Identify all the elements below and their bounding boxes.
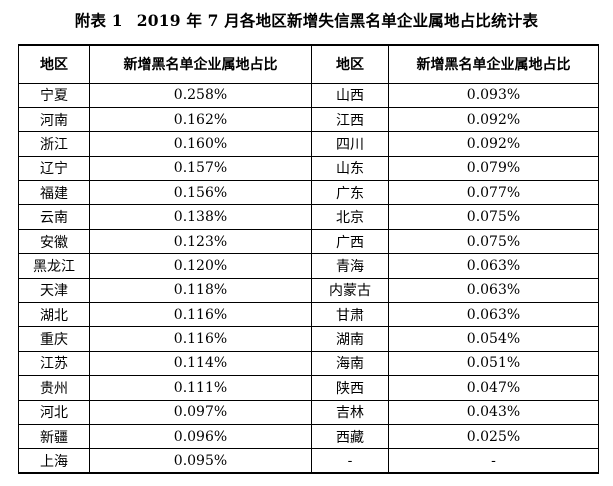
table-row: 上海 0.095% - - <box>18 448 599 474</box>
share-cell: 0.157% <box>89 155 312 182</box>
share-cell: 0.075% <box>388 204 599 230</box>
share-cell: 0.093% <box>388 82 599 108</box>
share-cell: 0.138% <box>89 204 312 230</box>
region-cell: 青海 <box>311 253 389 279</box>
share-cell: 0.092% <box>388 106 599 133</box>
table-row: 宁夏 0.258% 山西 0.093% <box>18 82 599 108</box>
table-number-label: 附表 1 <box>74 11 123 30</box>
share-cell: 0.092% <box>388 131 599 157</box>
region-cell: 海南 <box>311 350 389 377</box>
share-cell: 0.051% <box>388 350 599 377</box>
share-cell: 0.043% <box>388 399 599 425</box>
share-cell: 0.095% <box>89 448 312 474</box>
region-cell: 河北 <box>18 399 90 425</box>
share-cell: 0.123% <box>89 228 312 255</box>
region-cell: 天津 <box>18 277 90 304</box>
region-cell: 新疆 <box>18 423 90 450</box>
share-cell: 0.075% <box>388 228 599 255</box>
share-cell: 0.047% <box>388 375 599 401</box>
share-cell: 0.120% <box>89 253 312 279</box>
table-title: 附表 1 2019 年 7 月各地区新增失信黑名单企业属地占比统计表 <box>0 0 613 40</box>
region-cell: 内蒙古 <box>311 277 389 304</box>
region-cell: 山东 <box>311 155 389 182</box>
region-cell: 江苏 <box>18 350 90 377</box>
region-cell: 浙江 <box>18 131 90 157</box>
table-title-text: 2019 年 7 月各地区新增失信黑名单企业属地占比统计表 <box>136 11 539 30</box>
table-row: 黑龙江 0.120% 青海 0.063% <box>18 253 599 279</box>
share-cell: 0.077% <box>388 180 599 206</box>
region-cell: 江西 <box>311 106 389 133</box>
region-cell: 河南 <box>18 106 90 133</box>
table-row: 重庆 0.116% 湖南 0.054% <box>18 326 599 352</box>
share-cell: 0.054% <box>388 326 599 352</box>
share-cell: 0.063% <box>388 253 599 279</box>
table-row: 浙江 0.160% 四川 0.092% <box>18 131 599 157</box>
share-cell: 0.063% <box>388 302 599 328</box>
table-row: 河南 0.162% 江西 0.092% <box>18 106 599 133</box>
region-cell: 云南 <box>18 204 90 230</box>
statistics-table: 地区 新增黑名单企业属地占比 地区 新增黑名单企业属地占比 宁夏 0.258% 山西… <box>18 44 599 475</box>
table-row: 湖北 0.116% 甘肃 0.063% <box>18 302 599 328</box>
share-cell: 0.116% <box>89 326 312 352</box>
share-cell: 0.160% <box>89 131 312 157</box>
region-cell: 上海 <box>18 448 90 474</box>
region-cell: 黑龙江 <box>18 253 90 279</box>
share-cell: 0.096% <box>89 423 312 450</box>
share-cell: 0.156% <box>89 180 312 206</box>
region-cell: 西藏 <box>311 423 389 450</box>
table-row: 新疆 0.096% 西藏 0.025% <box>18 423 599 450</box>
region-cell: 宁夏 <box>18 82 90 108</box>
header-share-right: 新增黑名单企业属地占比 <box>388 44 599 84</box>
region-cell: 福建 <box>18 180 90 206</box>
region-cell: 陕西 <box>311 375 389 401</box>
header-region-right: 地区 <box>311 44 389 84</box>
region-cell: 湖北 <box>18 302 90 328</box>
table-row: 贵州 0.111% 陕西 0.047% <box>18 375 599 401</box>
table-row: 江苏 0.114% 海南 0.051% <box>18 350 599 377</box>
share-cell: 0.063% <box>388 277 599 304</box>
header-share-left: 新增黑名单企业属地占比 <box>89 44 312 84</box>
region-cell: 北京 <box>311 204 389 230</box>
share-cell: 0.079% <box>388 155 599 182</box>
region-cell: 吉林 <box>311 399 389 425</box>
region-cell: 安徽 <box>18 228 90 255</box>
share-cell: 0.025% <box>388 423 599 450</box>
table-row: 云南 0.138% 北京 0.075% <box>18 204 599 230</box>
region-cell: 甘肃 <box>311 302 389 328</box>
share-cell: 0.258% <box>89 82 312 108</box>
table-body: 宁夏 0.258% 山西 0.093% 河南 0.162% 江西 0.092% 浙江 0.160%… <box>18 82 599 474</box>
region-cell: 四川 <box>311 131 389 157</box>
header-region-left: 地区 <box>18 44 90 84</box>
share-cell: 0.162% <box>89 106 312 133</box>
region-cell: - <box>311 448 389 474</box>
region-cell: 贵州 <box>18 375 90 401</box>
share-cell: 0.114% <box>89 350 312 377</box>
share-cell: 0.116% <box>89 302 312 328</box>
region-cell: 湖南 <box>311 326 389 352</box>
share-cell: 0.118% <box>89 277 312 304</box>
table-row: 辽宁 0.157% 山东 0.079% <box>18 155 599 182</box>
table-row: 安徽 0.123% 广西 0.075% <box>18 228 599 255</box>
region-cell: 广东 <box>311 180 389 206</box>
share-cell: 0.097% <box>89 399 312 425</box>
table-header-row: 地区 新增黑名单企业属地占比 地区 新增黑名单企业属地占比 <box>18 44 599 84</box>
table-row: 河北 0.097% 吉林 0.043% <box>18 399 599 425</box>
share-cell: 0.111% <box>89 375 312 401</box>
table-row: 福建 0.156% 广东 0.077% <box>18 180 599 206</box>
region-cell: 重庆 <box>18 326 90 352</box>
table-row: 天津 0.118% 内蒙古 0.063% <box>18 277 599 304</box>
region-cell: 广西 <box>311 228 389 255</box>
region-cell: 辽宁 <box>18 155 90 182</box>
region-cell: 山西 <box>311 82 389 108</box>
share-cell: - <box>388 448 599 474</box>
